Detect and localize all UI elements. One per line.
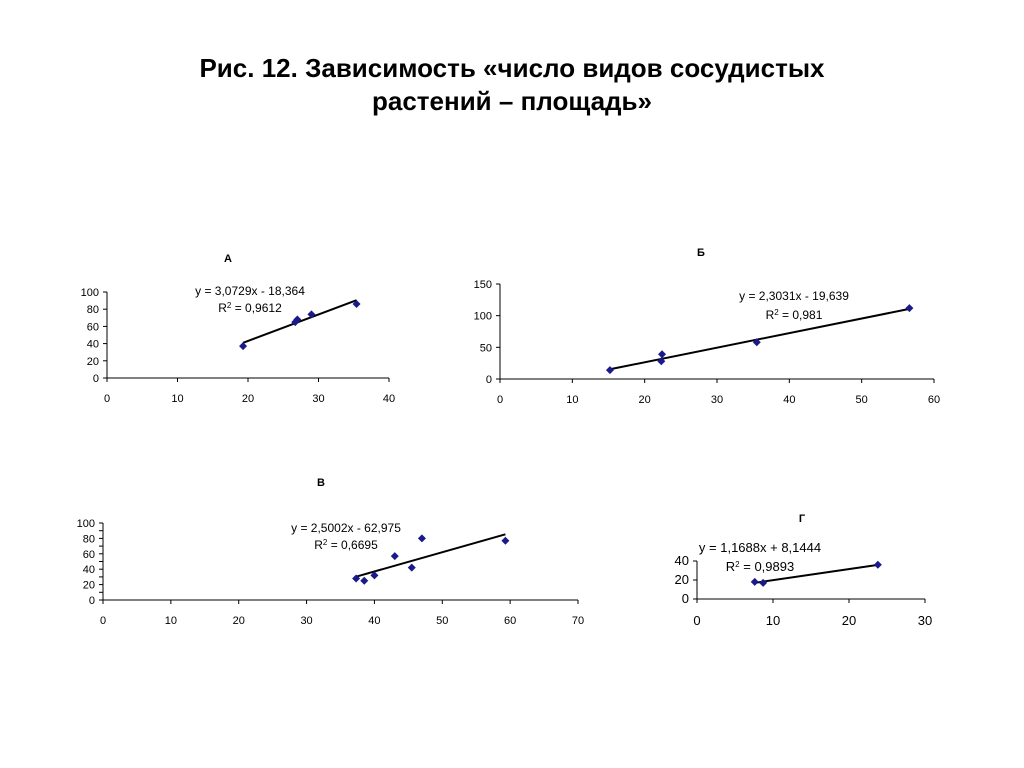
chart-a-data-point: [293, 315, 302, 324]
chart-c-y-tick-label: 100: [77, 518, 95, 530]
chart-c-x-tick-label: 10: [165, 615, 177, 627]
chart-c-x-tick-label: 50: [436, 615, 448, 627]
chart-c-y-tick-label: 40: [83, 564, 95, 576]
chart-c-data-point: [390, 552, 399, 561]
chart-d-x-tick-label: 10: [766, 613, 780, 628]
chart-b-x-tick-label: 10: [566, 394, 578, 406]
chart-d-x-tick-label: 0: [693, 613, 700, 628]
chart-b-data-point: [905, 304, 914, 313]
chart-a-data-point: [239, 342, 248, 351]
chart-d-equation: y = 1,1688x + 8,1444: [699, 540, 821, 555]
chart-b-title: Б: [697, 247, 705, 259]
chart-a-x-tick-label: 10: [171, 393, 183, 405]
chart-b-x-tick-label: 30: [711, 394, 723, 406]
chart-d-title: Г: [799, 513, 806, 525]
chart-a-y-tick-label: 40: [87, 339, 99, 351]
chart-d-y-tick-label: 40: [675, 553, 689, 568]
chart-d-data-point: [750, 577, 759, 586]
chart-c-r2: R2 = 0,6695: [314, 538, 378, 553]
chart-a-equation: y = 3,0729x - 18,364: [195, 284, 305, 298]
chart-b-y-tick-label: 50: [480, 342, 492, 354]
chart-d-y-tick-label: 20: [675, 572, 689, 587]
chart-d-trendline: [754, 563, 879, 584]
chart-c-data-point: [501, 536, 510, 545]
chart-b-x-tick-label: 0: [497, 394, 503, 406]
chart-d-data-point: [873, 560, 882, 569]
chart-a-trendline: [242, 299, 357, 344]
chart-a-r2: R2 = 0,9612: [218, 301, 282, 316]
chart-a-y-tick-label: 80: [87, 304, 99, 316]
chart-c-data-point: [370, 571, 379, 580]
slide-title: Рис. 12. Зависимость «число видов сосуди…: [0, 52, 1024, 118]
slide-title-line-2: растений – площадь»: [372, 86, 652, 116]
chart-b-equation: y = 2,3031x - 19,639: [739, 289, 849, 303]
chart-a-title: А: [224, 253, 232, 265]
chart-c-y-tick-label: 20: [83, 580, 95, 592]
chart-b-x-tick-label: 60: [928, 394, 940, 406]
chart-d-data-point: [759, 578, 768, 587]
chart-b-data-point: [658, 350, 667, 359]
chart-a-x-tick-label: 20: [242, 393, 254, 405]
chart-a-y-tick-label: 60: [87, 321, 99, 333]
chart-c-x-tick-label: 0: [100, 615, 106, 627]
chart-c-data-point: [407, 563, 416, 572]
chart-c-y-tick-label: 60: [83, 549, 95, 561]
chart-a-x-tick-label: 0: [104, 393, 110, 405]
chart-b-x-tick-label: 40: [783, 394, 795, 406]
chart-b-y-tick-label: 0: [486, 374, 492, 386]
chart-a-x-tick-label: 30: [312, 393, 324, 405]
chart-b-data-point: [657, 357, 666, 366]
chart-b-y-tick-label: 100: [474, 311, 492, 323]
chart-b-x-tick-label: 20: [639, 394, 651, 406]
chart-d-x-tick-label: 20: [842, 613, 856, 628]
chart-c-x-tick-label: 20: [233, 615, 245, 627]
chart-a-x-tick-label: 40: [383, 393, 395, 405]
chart-b-r2: R2 = 0,981: [766, 308, 823, 323]
chart-c-equation: y = 2,5002x - 62,975: [291, 521, 401, 535]
chart-c-y-tick-label: 0: [89, 595, 95, 607]
chart-c-y-tick-label: 80: [83, 533, 95, 545]
chart-b-y-tick-label: 150: [474, 279, 492, 291]
chart-c-title: В: [317, 477, 325, 489]
chart-a-y-tick-label: 20: [87, 356, 99, 368]
chart-c-data-point: [352, 574, 361, 583]
chart-a-y-tick-label: 0: [93, 373, 99, 385]
chart-a-y-tick-label: 100: [81, 287, 99, 299]
chart-c-x-tick-label: 70: [572, 615, 584, 627]
chart-c-data-point: [417, 534, 426, 543]
chart-a-data-point: [307, 310, 316, 319]
chart-d-x-tick-label: 30: [918, 613, 932, 628]
chart-c-x-tick-label: 60: [504, 615, 516, 627]
chart-d-y-tick-label: 0: [682, 591, 689, 606]
chart-b-data-point: [605, 366, 614, 375]
chart-c-x-tick-label: 30: [300, 615, 312, 627]
chart-d-r2: R2 = 0,9893: [726, 559, 794, 574]
chart-a-data-point: [352, 300, 361, 309]
chart-c-trendline: [355, 533, 506, 578]
chart-b-x-tick-label: 50: [856, 394, 868, 406]
chart-b-data-point: [752, 338, 761, 347]
chart-c-x-tick-label: 40: [368, 615, 380, 627]
slide-title-line-1: Рис. 12. Зависимость «число видов сосуди…: [199, 53, 825, 83]
chart-c-data-point: [360, 576, 369, 585]
